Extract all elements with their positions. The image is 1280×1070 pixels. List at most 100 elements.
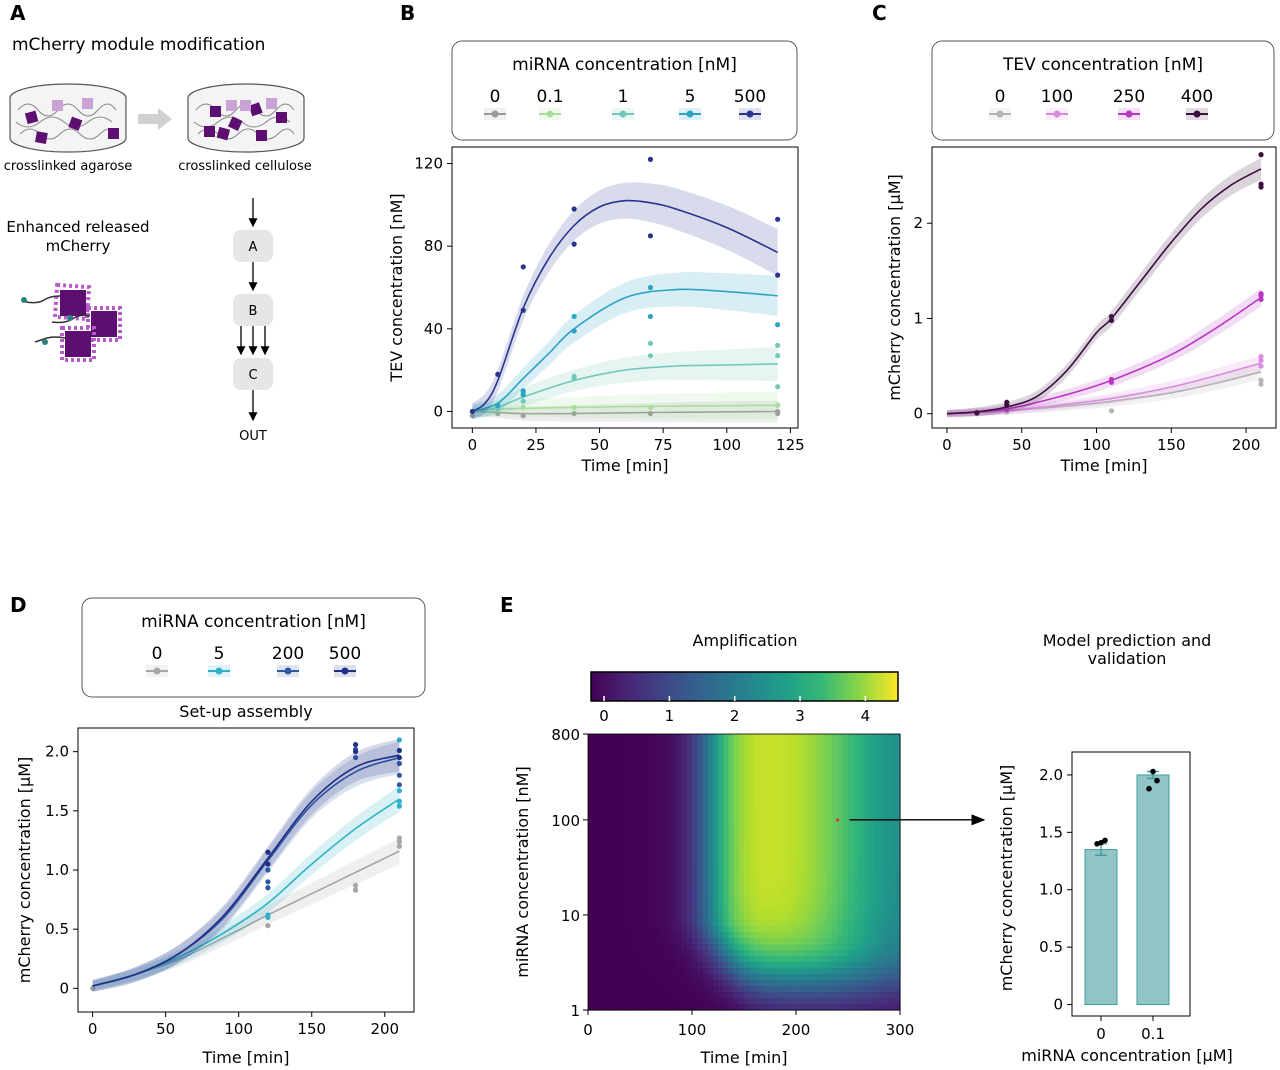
heatmap-cell: [790, 902, 797, 909]
heatmap-cell: [738, 848, 745, 855]
legend-swatch-marker: [491, 110, 499, 118]
heatmap-cell: [660, 758, 667, 765]
heatmap-cell: [676, 872, 683, 879]
heatmap-cell: [692, 878, 698, 885]
heatmap-cell: [832, 782, 839, 789]
heatmap-cell: [749, 782, 755, 789]
panel-letter-c: C: [872, 1, 887, 25]
heatmap-cell: [728, 836, 735, 843]
heatmap-cell: [650, 770, 657, 777]
heatmap-cell: [634, 992, 641, 999]
heatmap-cell: [645, 824, 651, 831]
data-point: [647, 284, 654, 291]
heatmap-cell: [785, 908, 792, 915]
heatmap-cell: [614, 884, 620, 891]
heatmap-cell: [837, 932, 844, 939]
heatmap-cell: [671, 836, 677, 843]
heatmap-cell: [645, 872, 651, 879]
heatmap-cell: [697, 806, 703, 813]
heatmap-cell: [874, 872, 880, 879]
heatmap-cell: [640, 896, 646, 903]
heatmap-cell: [608, 878, 615, 885]
heatmap-cell: [697, 932, 703, 939]
heatmap-cell: [697, 746, 703, 753]
heatmap-cell: [853, 938, 859, 945]
heatmap-cell: [889, 926, 896, 933]
heatmap-cell: [827, 866, 833, 873]
heatmap-cell: [697, 800, 703, 807]
heatmap-cell: [801, 890, 807, 897]
data-point: [520, 307, 526, 313]
heatmap-cell: [629, 800, 636, 807]
heatmap-cell: [806, 740, 813, 747]
heatmap-cell: [874, 938, 880, 945]
heatmap-cell: [718, 794, 724, 801]
heatmap-cell: [879, 890, 885, 897]
heatmap-cell: [712, 854, 719, 861]
heatmap-cell: [796, 776, 802, 783]
heatmap-cell: [837, 866, 844, 873]
heatmap-cell: [775, 902, 781, 909]
heatmap-cell: [848, 902, 854, 909]
heatmap-cell: [754, 830, 761, 837]
chart-title: Set-up assembly: [179, 702, 312, 721]
heatmap-cell: [728, 770, 735, 777]
heatmap-cell: [650, 962, 657, 969]
heatmap-cell: [723, 818, 729, 825]
heatmap-cell: [759, 866, 766, 873]
heatmap-cell: [681, 758, 688, 765]
heatmap-cell: [749, 800, 755, 807]
data-point: [265, 885, 271, 891]
heatmap-cell: [790, 956, 797, 963]
heatmap-cell: [801, 872, 807, 879]
heatmap-cell: [634, 788, 641, 795]
heatmap-cell: [686, 746, 693, 753]
heatmap-cell: [655, 956, 662, 963]
heatmap-cell: [770, 890, 776, 897]
heatmap-cell: [884, 878, 891, 885]
heatmap-cell: [874, 836, 880, 843]
heatmap-cell: [655, 776, 662, 783]
heatmap-cell: [874, 920, 880, 927]
heatmap-cell: [671, 794, 677, 801]
heatmap-cell: [588, 842, 594, 849]
heatmap-cell: [686, 950, 693, 957]
heatmap-cell: [749, 956, 755, 963]
heatmap-cell: [624, 962, 631, 969]
heatmap-cell: [770, 914, 776, 921]
heatmap-cell: [624, 806, 631, 813]
heatmap-cell: [785, 818, 792, 825]
heatmap-cell: [775, 926, 781, 933]
y-tick-label: 40: [424, 320, 443, 338]
heatmap-cell: [702, 758, 709, 765]
heatmap-cell: [754, 944, 761, 951]
heatmap-cell: [863, 776, 870, 783]
heatmap-cell: [666, 1004, 672, 1011]
heatmap-cell: [832, 776, 839, 783]
series-band: [92, 838, 400, 991]
heatmap-cell: [889, 986, 896, 993]
heatmap-cell: [816, 734, 823, 741]
heatmap-cell: [619, 740, 625, 747]
heatmap-cell: [666, 830, 672, 837]
heatmap-cell: [645, 812, 651, 819]
heatmap-cell: [822, 944, 828, 951]
data-point: [265, 867, 271, 873]
heatmap-cell: [842, 782, 849, 789]
heatmap-cell: [712, 944, 719, 951]
data-point: [520, 388, 526, 394]
heatmap-cell: [660, 776, 667, 783]
heatmap-cell: [801, 956, 807, 963]
heatmap-cell: [775, 776, 781, 783]
heatmap-cell: [879, 812, 885, 819]
heatmap-cell: [837, 764, 844, 771]
heatmap-cell: [588, 998, 594, 1005]
heatmap-cell: [780, 794, 787, 801]
heatmap-cell: [884, 734, 891, 741]
heatmap-cell: [733, 914, 740, 921]
heatmap-cell: [728, 956, 735, 963]
x-tick-label: 150: [297, 1020, 326, 1038]
heatmap-cell: [775, 980, 781, 987]
heatmap-cell: [629, 920, 636, 927]
heatmap-cell: [624, 734, 631, 741]
